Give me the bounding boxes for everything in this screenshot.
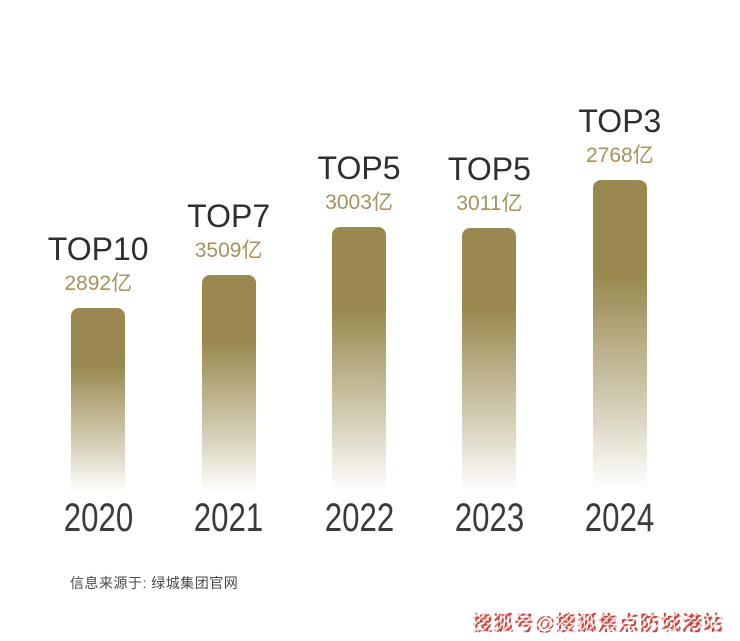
x-axis-label: 2023 — [454, 496, 525, 540]
value-label: 2892亿 — [64, 271, 133, 295]
bar — [201, 275, 256, 500]
bar-column-2023: TOP5 3011亿 — [424, 0, 554, 500]
x-axis-label: 2022 — [324, 496, 394, 540]
watermark-text: 搜狐号@搜狐焦点防城港站 — [472, 607, 724, 636]
bar-chart: TOP10 2892亿 TOP7 3509亿 TOP5 3003亿 TOP5 3… — [33, 0, 685, 500]
bar-column-2020: TOP10 2892亿 — [33, 0, 163, 500]
x-axis-cell: 2022 — [294, 498, 424, 538]
rank-label: TOP5 — [317, 149, 401, 186]
bar-column-2024: TOP3 2768亿 — [555, 0, 685, 500]
bar — [462, 228, 517, 500]
rank-label: TOP3 — [578, 102, 662, 139]
x-axis-label: 2020 — [63, 496, 133, 540]
value-label: 2768亿 — [585, 143, 654, 167]
rank-label: TOP5 — [447, 150, 531, 187]
x-axis-label: 2024 — [585, 496, 655, 540]
x-axis-label: 2021 — [193, 496, 264, 540]
bar-column-2022: TOP5 3003亿 — [294, 0, 424, 500]
value-label: 3003亿 — [325, 190, 393, 214]
source-note: 信息来源于: 绿城集团官网 — [70, 575, 239, 591]
bar — [592, 180, 647, 500]
value-label: 3509亿 — [194, 238, 263, 262]
x-axis-cell: 2021 — [163, 498, 293, 538]
x-axis-cell: 2023 — [424, 498, 554, 538]
x-axis-cell: 2020 — [33, 498, 163, 538]
bar — [332, 227, 387, 500]
rank-label: TOP10 — [47, 230, 149, 267]
bar — [71, 308, 126, 500]
bar-column-2021: TOP7 3509亿 — [163, 0, 293, 500]
rank-label: TOP7 — [187, 197, 271, 234]
x-axis-cell: 2024 — [555, 498, 685, 538]
x-axis: 2020 2021 2022 2023 2024 — [33, 498, 685, 538]
value-label: 3011亿 — [456, 191, 523, 215]
